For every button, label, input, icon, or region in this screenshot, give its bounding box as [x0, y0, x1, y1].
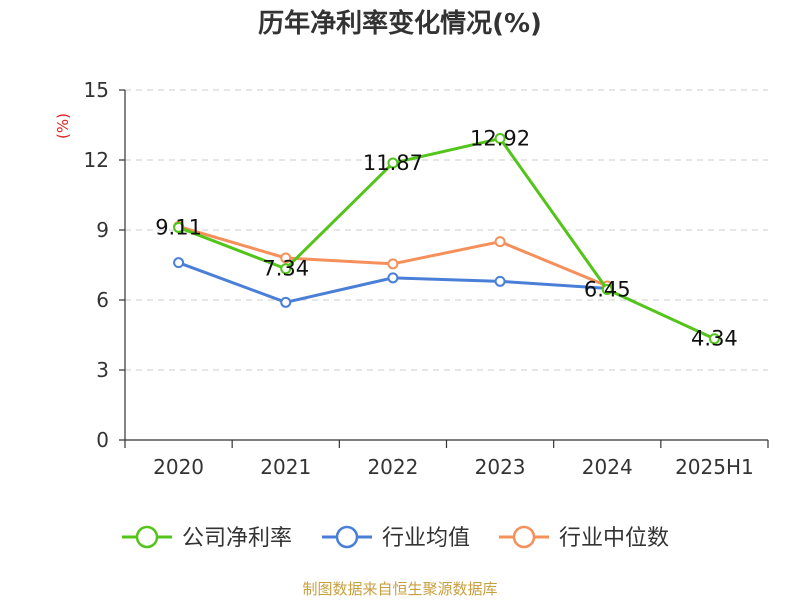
data-point	[387, 272, 399, 284]
data-point	[708, 333, 720, 345]
y-tick-label: 9	[96, 218, 109, 242]
data-point	[494, 275, 506, 287]
data-point	[494, 133, 506, 145]
x-tick-label: 2024	[582, 455, 633, 479]
data-label: 11.87	[363, 151, 423, 175]
data-source-note: 制图数据来自恒生聚源数据库	[302, 580, 497, 598]
data-point	[173, 221, 185, 233]
data-point	[280, 252, 292, 264]
data-label: 12.92	[470, 127, 530, 151]
data-point	[601, 284, 613, 295]
x-tick-label: 2022	[367, 455, 418, 479]
y-tick-label: 12	[84, 148, 109, 172]
legend-label: 行业均值	[382, 526, 470, 551]
data-point	[280, 296, 292, 308]
x-tick-label: 2023	[475, 455, 526, 479]
chart-title: 历年净利率变化情况(%)	[258, 8, 542, 39]
y-tick-label: 15	[84, 78, 109, 102]
y-tick-label: 3	[96, 358, 109, 382]
x-tick-label: 2021	[260, 455, 311, 479]
data-label: 9.11	[155, 215, 202, 239]
legend-marker-icon	[335, 525, 359, 549]
legend-marker-icon	[512, 525, 536, 549]
data-label: 4.34	[691, 327, 738, 351]
x-tick-label: 2025H1	[675, 455, 754, 479]
data-label: 7.34	[262, 257, 309, 281]
legend-marker-icon	[135, 525, 159, 549]
series-line-0	[178, 137, 716, 341]
y-tick-label: 0	[96, 428, 109, 452]
data-label: 6.45	[584, 278, 631, 302]
data-point	[387, 258, 399, 270]
y-axis-unit: (%)	[54, 113, 72, 139]
data-point	[280, 263, 292, 275]
data-point	[387, 157, 399, 169]
data-point	[494, 236, 506, 248]
y-tick-label: 6	[96, 288, 109, 312]
legend-label: 行业中位数	[559, 526, 669, 551]
x-tick-label: 2020	[153, 455, 204, 479]
data-point	[173, 257, 185, 269]
legend-label: 公司净利率	[182, 526, 292, 551]
